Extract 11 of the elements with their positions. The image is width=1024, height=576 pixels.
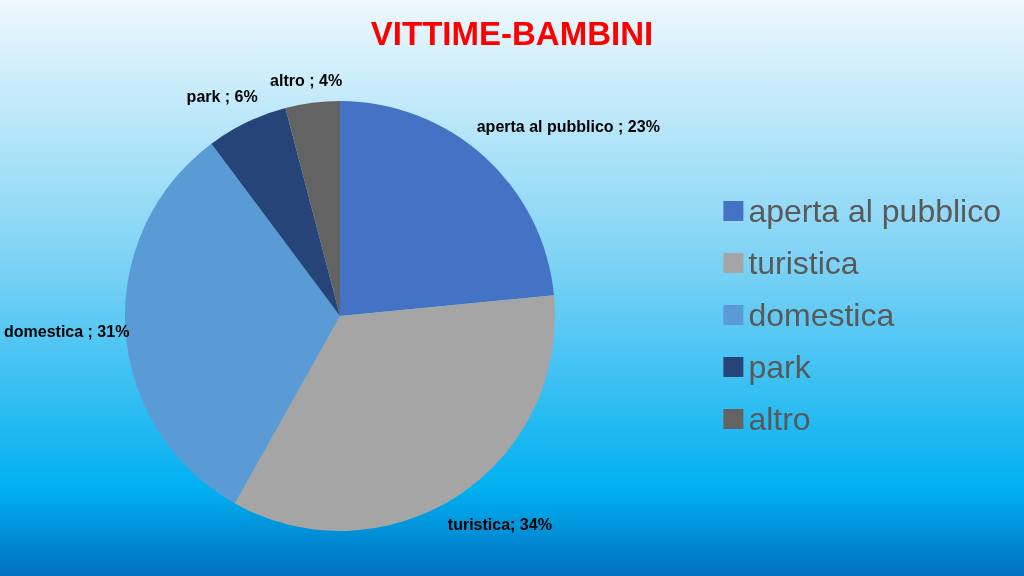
data-label: domestica ; 31% [4, 322, 130, 340]
data-label: turistica; 34% [447, 516, 552, 534]
legend-label: altro [748, 401, 811, 437]
data-label: aperta al pubblico ; 23% [476, 117, 660, 135]
chart-title: VITTIME-BAMBINI [370, 15, 654, 52]
data-label: altro ; 4% [270, 72, 343, 90]
legend-label: park [748, 349, 812, 385]
legend-label: turistica [748, 245, 859, 281]
data-label: park ; 6% [186, 87, 258, 105]
legend-label: domestica [748, 297, 895, 333]
legend-label: aperta al pubblico [748, 193, 1001, 229]
